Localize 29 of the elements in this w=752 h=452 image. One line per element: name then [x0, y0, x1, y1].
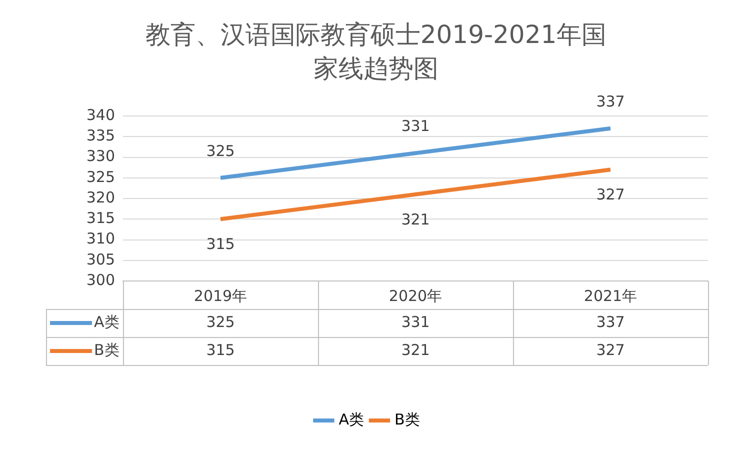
annotation: 327 — [596, 186, 625, 204]
y-tick-label: 320 — [86, 188, 115, 206]
annotation: 337 — [596, 92, 625, 110]
x-tick-label: 2021年 — [584, 286, 638, 305]
x-tick-label: 2020年 — [388, 286, 442, 305]
x-tick-label: 2019年 — [194, 286, 248, 305]
y-tick-label: 310 — [86, 230, 115, 248]
data-label: 337 — [596, 312, 625, 331]
y-tick-label: 330 — [86, 147, 115, 166]
y-tick-label: 305 — [86, 250, 115, 268]
legend-label: A类 — [94, 312, 120, 331]
data-label: 331 — [401, 312, 430, 331]
legend-label: B类 — [94, 340, 120, 359]
annotation: 315 — [206, 235, 235, 254]
annotation: 331 — [401, 117, 430, 136]
y-tick-label: 340 — [86, 106, 115, 124]
annotation: 321 — [401, 210, 430, 228]
text: A类 — [338, 410, 364, 428]
data-label: 327 — [596, 340, 625, 359]
data-label: 321 — [401, 340, 430, 359]
chart-title: 教育、汉语国际教育硕士2019-2021年国家线趋势图 — [144, 19, 608, 85]
y-tick-label: 315 — [86, 209, 115, 228]
data-label: 325 — [206, 312, 235, 331]
y-tick-label: 325 — [86, 168, 115, 186]
y-tick-label: 300 — [86, 270, 115, 289]
annotation: 325 — [206, 142, 235, 160]
text: B类 — [394, 410, 420, 428]
y-tick-label: 335 — [86, 126, 115, 145]
data-label: 315 — [206, 340, 235, 359]
